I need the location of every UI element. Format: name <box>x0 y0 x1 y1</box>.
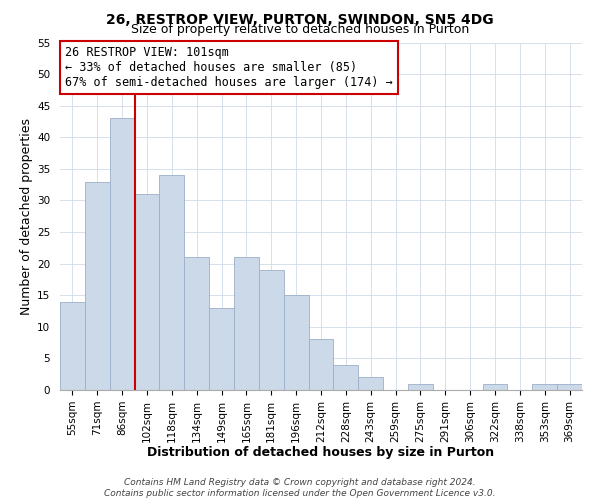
Bar <box>334 364 358 390</box>
Bar <box>184 258 209 390</box>
Y-axis label: Number of detached properties: Number of detached properties <box>20 118 33 315</box>
Bar <box>557 384 582 390</box>
Bar <box>408 384 433 390</box>
Bar <box>358 378 383 390</box>
Bar <box>259 270 284 390</box>
X-axis label: Distribution of detached houses by size in Purton: Distribution of detached houses by size … <box>148 446 494 459</box>
Bar <box>284 295 308 390</box>
Bar <box>308 340 334 390</box>
Bar <box>60 302 85 390</box>
Bar <box>134 194 160 390</box>
Bar <box>234 258 259 390</box>
Bar <box>209 308 234 390</box>
Text: Contains HM Land Registry data © Crown copyright and database right 2024.
Contai: Contains HM Land Registry data © Crown c… <box>104 478 496 498</box>
Bar <box>532 384 557 390</box>
Bar <box>85 182 110 390</box>
Bar <box>160 175 184 390</box>
Text: Size of property relative to detached houses in Purton: Size of property relative to detached ho… <box>131 22 469 36</box>
Text: 26 RESTROP VIEW: 101sqm
← 33% of detached houses are smaller (85)
67% of semi-de: 26 RESTROP VIEW: 101sqm ← 33% of detache… <box>65 46 393 89</box>
Bar <box>110 118 134 390</box>
Text: 26, RESTROP VIEW, PURTON, SWINDON, SN5 4DG: 26, RESTROP VIEW, PURTON, SWINDON, SN5 4… <box>106 12 494 26</box>
Bar <box>482 384 508 390</box>
